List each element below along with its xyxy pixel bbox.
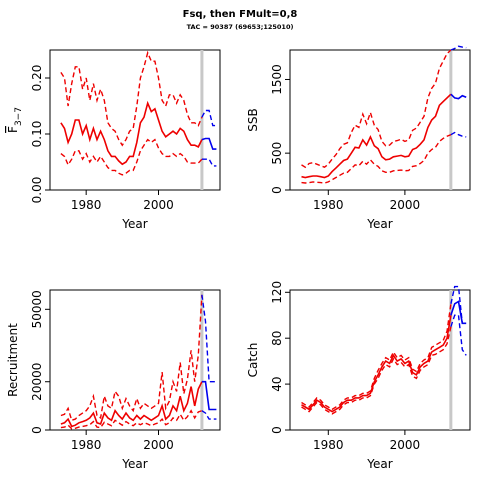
panel-catch: 0 40 80 120 1980 2000 Year Catch: [246, 281, 471, 471]
panel-ssb: 0 500 1500 1980 2000 Year SSB: [246, 45, 471, 231]
series-ssb-historic-median: [301, 93, 452, 179]
y-tick-label-catch: 40: [270, 376, 284, 391]
y-tick-label-catch: 0: [270, 426, 284, 434]
x-tick-label-ssb: 2000: [390, 198, 421, 212]
series-ssb-projection-lower: [450, 131, 467, 138]
y-tick-label-catch: 80: [270, 331, 284, 346]
series-ssb-projection-median: [450, 93, 467, 100]
series-catch-historic-upper: [301, 303, 452, 411]
plot-frame-ssb: [289, 49, 471, 191]
x-tick-label-fbar: 2000: [143, 198, 174, 212]
y-axis-title-fbar: F3−7: [6, 107, 24, 133]
series-catch-historic-median: [301, 315, 452, 413]
panel-fbar: 0.00 0.10 0.20 1980 2000 Year F3−7: [6, 49, 221, 231]
x-tick-label-ssb: 1980: [313, 198, 344, 212]
chart-title: Fsq, then FMult=0,8: [182, 9, 298, 20]
plot-frame-catch: [289, 289, 471, 431]
x-tick-label-recruitment: 1980: [71, 438, 102, 452]
x-tick-label-recruitment: 2000: [143, 438, 174, 452]
x-axis-title-recruitment: Year: [121, 457, 147, 471]
series-fbar-projection-median: [201, 137, 217, 150]
y-tick-label-fbar: 0.10: [30, 121, 44, 148]
x-tick-label-catch: 2000: [390, 438, 421, 452]
y-tick-label-recruitment: 20000: [30, 363, 44, 401]
series-ssb-historic-upper: [301, 49, 452, 169]
y-axis-title-recruitment: Recruitment: [6, 323, 20, 397]
series-fbar-projection-lower: [201, 158, 217, 167]
series-recruitment-projection-median: [201, 380, 217, 411]
x-axis-title-fbar: Year: [121, 217, 147, 231]
y-tick-label-ssb: 500: [270, 142, 284, 165]
y-tick-label-catch: 120: [270, 281, 284, 304]
series-recruitment-historic-upper: [60, 294, 203, 422]
series-fbar-projection-upper: [201, 109, 217, 127]
y-axis-title-catch: Catch: [246, 343, 260, 378]
x-axis-title-ssb: Year: [366, 217, 392, 231]
y-tick-label-fbar: 0.00: [30, 177, 44, 204]
series-recruitment-projection-upper: [201, 294, 217, 383]
y-axis-title-ssb: SSB: [246, 108, 260, 131]
series-catch-projection-lower: [450, 314, 467, 356]
y-axis-title-sub-fbar: 3−7: [14, 107, 24, 126]
y-tick-label-recruitment: 50000: [30, 290, 44, 328]
y-tick-label-ssb: 1500: [270, 64, 284, 95]
series-catch-projection-upper: [450, 285, 467, 324]
series-recruitment-historic-lower: [60, 409, 203, 430]
y-axis-title-main-fbar: F: [6, 126, 20, 133]
series-recruitment-projection-lower: [201, 410, 217, 420]
y-tick-label-recruitment: 0: [30, 426, 44, 434]
series-fbar-historic-upper: [60, 50, 203, 147]
series-ssb-historic-lower: [301, 134, 452, 184]
y-tick-label-ssb: 0: [270, 186, 284, 194]
series-catch-historic-lower: [301, 326, 452, 415]
plot-frame-recruitment: [49, 289, 221, 431]
series-fbar-historic-lower: [60, 138, 203, 176]
y-tick-label-fbar: 0.20: [30, 65, 44, 92]
series-ssb-projection-upper: [450, 45, 467, 51]
x-tick-label-fbar: 1980: [71, 198, 102, 212]
series-fbar-historic-median: [60, 100, 203, 166]
series-recruitment-historic-median: [60, 381, 203, 428]
x-tick-label-catch: 1980: [313, 438, 344, 452]
chart-subtitle: TAC = 90387 (69653;125010): [186, 23, 294, 31]
x-axis-title-catch: Year: [366, 457, 392, 471]
plot-frame-fbar: [49, 49, 221, 191]
panel-recruitment: 0 20000 50000 1980 2000 Year Recruitment: [6, 289, 221, 471]
